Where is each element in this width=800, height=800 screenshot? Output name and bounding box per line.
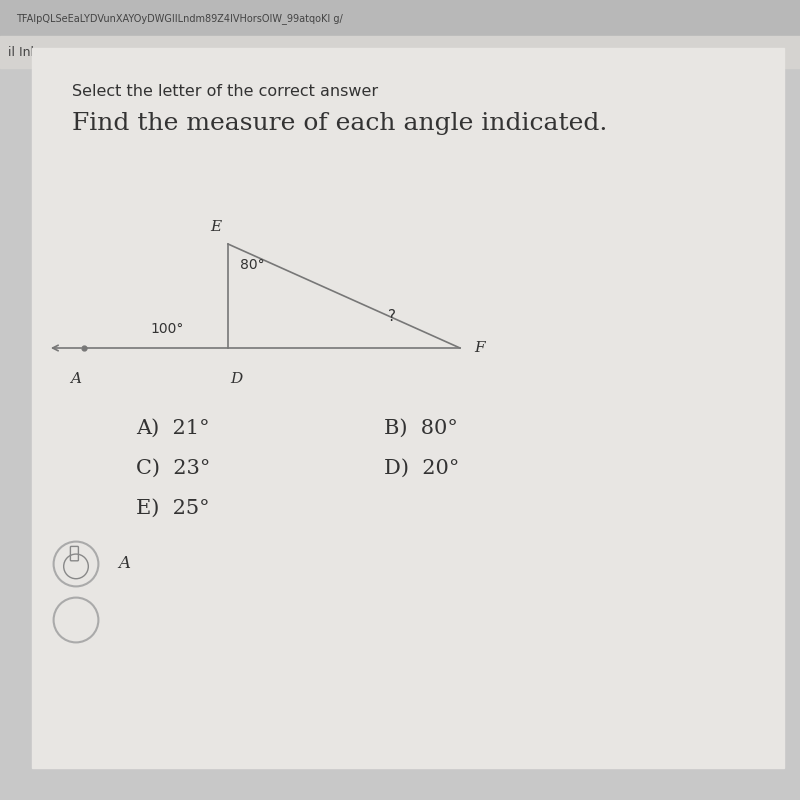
Text: E: E [210, 220, 222, 234]
Text: 100°: 100° [150, 322, 184, 336]
Text: F: F [474, 341, 485, 355]
Text: A)  21°: A) 21° [136, 418, 210, 438]
Text: D: D [230, 372, 242, 386]
Bar [0, 0, 800, 36]
Text: TFAIpQLSeEaLYDVunXAYOyDWGIILndm89Z4IVHorsOIW_99atqoKI g/: TFAIpQLSeEaLYDVunXAYOyDWGIILndm89Z4IVHor… [16, 13, 342, 24]
Text: E)  25°: E) 25° [136, 498, 210, 518]
Text: Find the measure of each angle indicated.: Find the measure of each angle indicated… [72, 112, 607, 135]
Text: D)  20°: D) 20° [384, 458, 459, 478]
Text: A: A [118, 555, 130, 573]
Bar [0, 36, 800, 68]
Text: B)  80°: B) 80° [384, 418, 458, 438]
Text: il Inbox: il Inbox [8, 46, 53, 58]
Text: A: A [70, 372, 82, 386]
Text: Select the letter of the correct answer: Select the letter of the correct answer [72, 84, 378, 99]
Text: 80°: 80° [240, 258, 265, 273]
Text: ?: ? [388, 309, 396, 324]
Text: C)  23°: C) 23° [136, 458, 210, 478]
